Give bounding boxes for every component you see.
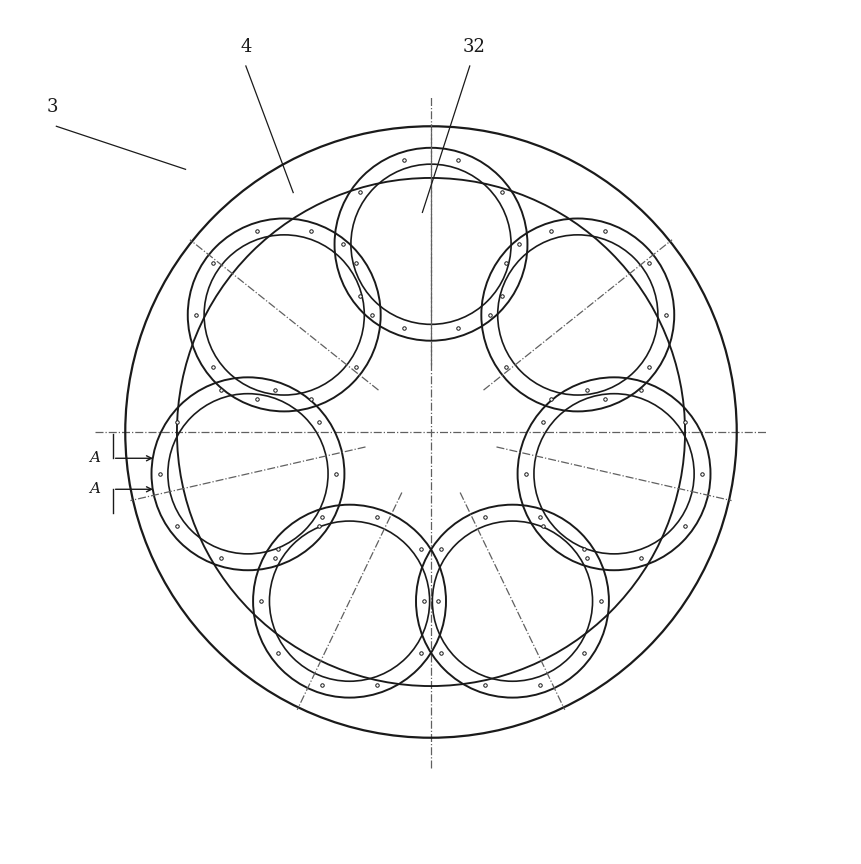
Text: 3: 3 (46, 98, 58, 116)
Text: A: A (89, 482, 100, 496)
Text: A: A (89, 451, 100, 466)
Text: 32: 32 (462, 38, 485, 55)
Text: 4: 4 (240, 38, 251, 55)
